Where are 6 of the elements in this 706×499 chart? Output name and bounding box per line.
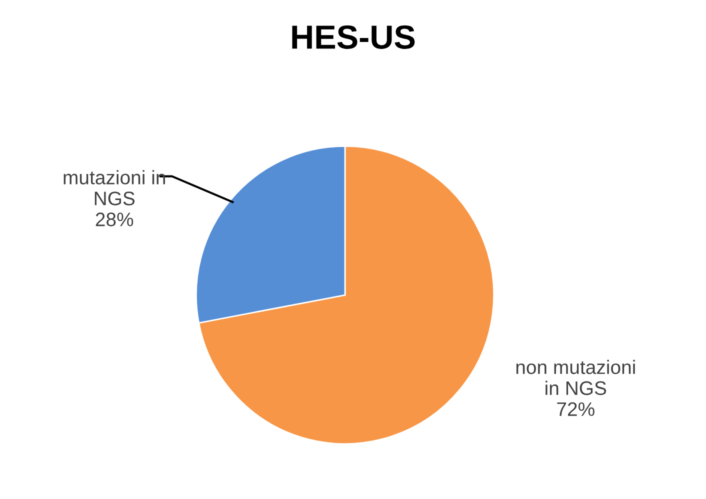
data-label: 72% [557, 402, 594, 416]
data-label: 28% [96, 212, 134, 226]
chart-title: HES-US [292, 25, 415, 49]
pie-slice [198, 146, 494, 444]
slice-label: non mutazioni in NGS [516, 360, 635, 396]
slice-label: mutazioni in NGS [64, 170, 165, 206]
